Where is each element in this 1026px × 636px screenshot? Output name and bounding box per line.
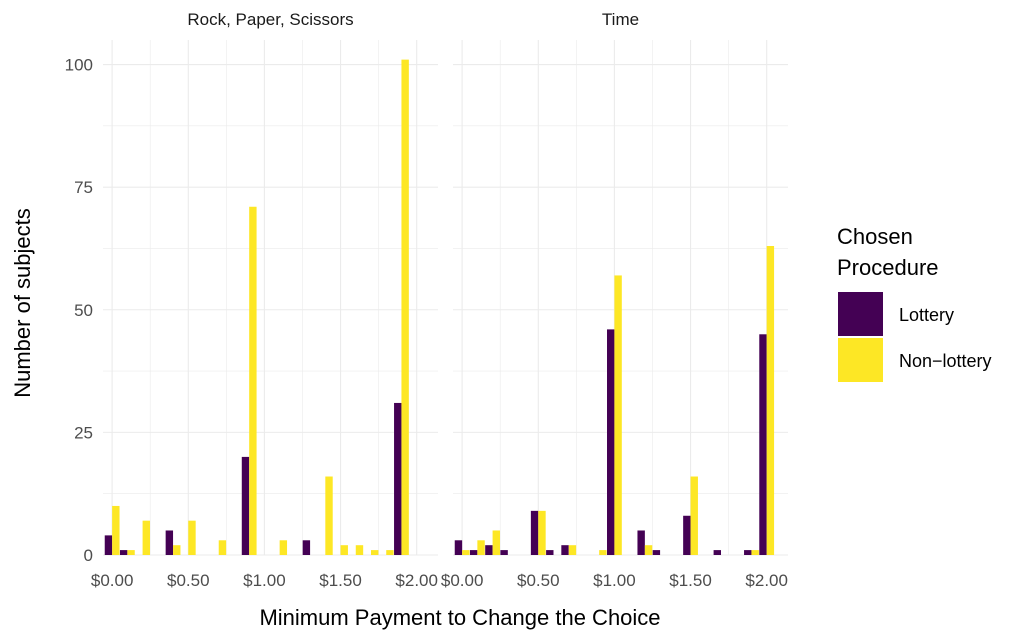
bar xyxy=(454,540,463,555)
bar xyxy=(249,206,257,555)
bar xyxy=(546,550,554,555)
legend-label: Lottery xyxy=(899,305,954,325)
bar xyxy=(401,59,409,556)
bar xyxy=(241,456,250,555)
panel-title: Time xyxy=(602,10,639,29)
bar xyxy=(477,540,485,555)
legend-title: Chosen xyxy=(837,224,913,249)
series-non-lottery xyxy=(112,59,409,556)
x-tick-label: $1.00 xyxy=(243,571,286,590)
y-tick-label: 100 xyxy=(65,56,93,75)
bar xyxy=(683,515,691,555)
bar xyxy=(119,550,128,555)
bar xyxy=(386,550,394,555)
bar xyxy=(500,550,508,555)
x-tick-label: $2.00 xyxy=(745,571,788,590)
bar xyxy=(568,545,577,555)
x-tick-label: $1.00 xyxy=(593,571,636,590)
bar xyxy=(561,545,569,555)
legend: Chosen Procedure Lottery Non−lottery xyxy=(837,224,992,382)
bar xyxy=(142,520,150,555)
bar xyxy=(355,545,364,555)
panel-1: Time $0.00 $0.50 $1.00 $1.50 $2.00 xyxy=(441,10,788,590)
bar xyxy=(325,476,333,555)
y-tick-label: 0 xyxy=(84,546,93,565)
x-tick-label: $0.00 xyxy=(91,571,134,590)
legend-title: Procedure xyxy=(837,255,939,280)
x-tick-label: $1.50 xyxy=(319,571,362,590)
chart-axes: 0 25 50 75 100 xyxy=(65,56,93,565)
y-tick-label: 75 xyxy=(74,178,93,197)
bar xyxy=(469,550,478,555)
bar xyxy=(530,510,539,555)
series-non-lottery xyxy=(462,246,775,555)
panel-0: Rock, Paper, Scissors $0.00 $0.50 $1.00 $1.5… xyxy=(91,10,438,590)
y-tick-label: 50 xyxy=(74,301,93,320)
series-lottery xyxy=(454,329,767,555)
bar xyxy=(104,535,113,555)
bar xyxy=(485,545,493,555)
bar xyxy=(759,334,767,555)
x-axis-title: Minimum Payment to Change the Choice xyxy=(259,605,660,630)
x-tick-label: $0.50 xyxy=(167,571,210,590)
bar xyxy=(766,246,775,555)
bar xyxy=(218,540,227,555)
gridlines xyxy=(103,40,438,556)
chart-panels: Rock, Paper, Scissors $0.00 $0.50 $1.00 $1.5… xyxy=(91,10,788,590)
bar xyxy=(744,550,752,555)
bar xyxy=(188,520,196,555)
legend-key-non-lottery xyxy=(838,338,883,382)
x-tick-label: $0.50 xyxy=(517,571,560,590)
bar xyxy=(127,550,135,555)
bar xyxy=(112,505,120,555)
legend-label: Non−lottery xyxy=(899,351,992,371)
y-axis-title: Number of subjects xyxy=(10,208,35,398)
bar xyxy=(599,550,607,555)
bar xyxy=(340,545,348,555)
bar xyxy=(165,530,174,555)
bar xyxy=(637,530,645,555)
bar xyxy=(713,550,721,555)
bar xyxy=(302,540,311,555)
panel-title: Rock, Paper, Scissors xyxy=(187,10,353,29)
legend-key-lottery xyxy=(838,292,883,336)
bar xyxy=(279,540,288,555)
bar xyxy=(394,402,402,555)
x-tick-label: $2.00 xyxy=(395,571,438,590)
bar xyxy=(614,275,622,555)
bar xyxy=(462,550,470,555)
bar xyxy=(751,550,759,555)
bar xyxy=(371,550,379,555)
bar xyxy=(538,510,546,555)
bar xyxy=(492,530,500,555)
bar xyxy=(644,545,653,555)
bar xyxy=(690,476,698,555)
series-lottery xyxy=(104,402,402,555)
bar xyxy=(607,329,615,555)
bar xyxy=(173,545,181,555)
x-tick-label: $0.00 xyxy=(441,571,484,590)
x-tick-label: $1.50 xyxy=(669,571,712,590)
y-tick-label: 25 xyxy=(74,423,93,442)
bar xyxy=(652,550,661,555)
